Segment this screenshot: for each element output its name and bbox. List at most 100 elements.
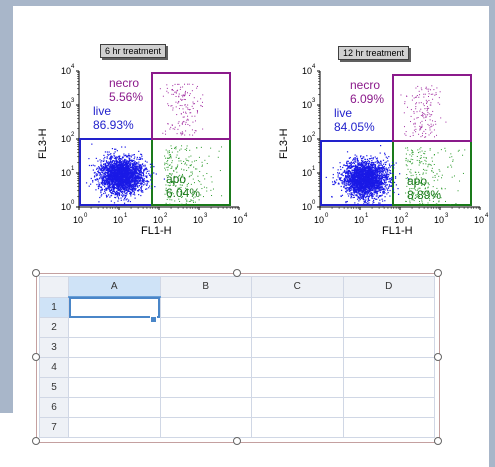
point-live (133, 181, 135, 183)
point-live (131, 181, 133, 183)
point-live (138, 194, 140, 196)
point-apo (167, 169, 169, 171)
point-live (104, 180, 106, 182)
point-live (134, 156, 136, 158)
point-live (382, 171, 384, 173)
point-live (136, 158, 138, 160)
point-live (131, 191, 133, 194)
point-live (131, 174, 133, 176)
point-live (135, 172, 137, 174)
point-live (386, 178, 388, 180)
point-live (108, 183, 110, 186)
point-necro (196, 87, 198, 89)
point-live (103, 192, 105, 195)
point-necro (185, 112, 187, 114)
point-live (383, 190, 385, 193)
point-live (123, 184, 125, 187)
point-live (354, 184, 356, 186)
point-live (106, 174, 108, 177)
point-necro (185, 111, 187, 113)
point-necro (183, 94, 185, 96)
point-live (375, 182, 377, 184)
point-apo (169, 154, 171, 156)
point-live (138, 167, 140, 169)
point-apo (170, 181, 172, 183)
point-live (382, 170, 384, 173)
point-live (98, 182, 100, 184)
point-live (384, 152, 386, 154)
point-live (348, 180, 350, 183)
point-live (138, 170, 140, 172)
point-live (128, 159, 131, 161)
point-apo (177, 177, 179, 179)
point-live (376, 168, 378, 171)
point-live (361, 192, 363, 194)
point-apo (189, 175, 191, 177)
point-live (349, 181, 351, 183)
point-live (364, 172, 366, 174)
point-live (119, 168, 121, 170)
x-tick-exponent: 3 (445, 213, 449, 219)
point-live (109, 156, 112, 158)
point-live (120, 178, 122, 181)
point-necro (185, 106, 187, 108)
point-live (381, 170, 383, 172)
point-live (374, 188, 376, 190)
point-live (391, 164, 393, 167)
point-live (385, 176, 387, 178)
point-live (407, 178, 410, 180)
point-live (125, 174, 127, 177)
point-live (144, 168, 146, 170)
point-live (110, 181, 113, 183)
flow-cytometry-plot-12hr[interactable]: 10 010 010 110 110 210 210 310 310 410 4FL1-HFL3-H… (0, 0, 495, 260)
point-live (118, 157, 120, 159)
plot1-title[interactable]: 6 hr treatment (100, 44, 167, 58)
point-live (358, 194, 361, 196)
point-live (145, 188, 147, 190)
point-live (119, 163, 121, 165)
point-live (394, 176, 397, 178)
point-live (135, 165, 137, 167)
point-live (100, 169, 102, 172)
point-necro (172, 88, 174, 90)
point-live (135, 163, 137, 166)
point-live (107, 165, 109, 167)
point-live (109, 185, 111, 187)
point-live (378, 182, 380, 184)
point-apo (169, 197, 171, 199)
point-apo (186, 200, 188, 202)
point-necro (178, 108, 180, 110)
point-live (138, 172, 140, 174)
point-live (124, 195, 126, 197)
point-live (107, 167, 109, 169)
point-live (126, 191, 128, 193)
point-live (352, 192, 354, 194)
point-live (107, 170, 109, 172)
point-live (128, 175, 131, 177)
point-live (116, 167, 118, 169)
point-necro (193, 97, 195, 99)
point-live (117, 175, 120, 177)
point-live (375, 187, 377, 189)
point-live (347, 174, 349, 176)
point-necro (187, 104, 189, 106)
point-live (144, 183, 146, 185)
point-necro (180, 132, 182, 134)
point-live (102, 166, 105, 168)
point-live (108, 173, 110, 176)
point-live (122, 170, 124, 172)
point-live (125, 182, 127, 184)
point-live (119, 180, 121, 182)
point-necro (184, 99, 186, 101)
point-apo (170, 145, 172, 147)
point-apo (185, 198, 187, 200)
point-live (363, 176, 365, 179)
plot2-title[interactable]: 12 hr treatment (338, 46, 410, 60)
point-live (106, 166, 108, 169)
point-live (148, 181, 150, 183)
point-live (376, 171, 378, 174)
flow-cytometry-plot-6hr[interactable]: 10 010 010 110 110 210 210 310 310 410 4FL1-HFL3-H… (0, 0, 495, 260)
point-live (102, 160, 105, 163)
point-live (133, 191, 135, 193)
point-live (117, 185, 119, 187)
